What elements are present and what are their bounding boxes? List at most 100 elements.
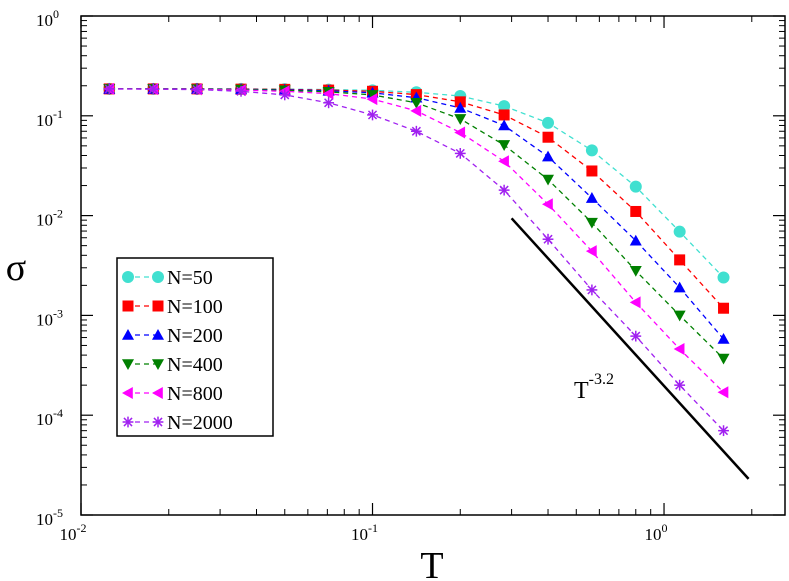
data-point xyxy=(542,233,554,245)
reference-line-layer: T-3.2 xyxy=(510,217,750,480)
data-point xyxy=(673,343,685,356)
data-point xyxy=(717,333,730,344)
data-point xyxy=(718,302,730,314)
power-law-line xyxy=(510,217,750,480)
data-point xyxy=(147,83,159,95)
x-tick-label: 10-1 xyxy=(351,521,378,544)
data-point xyxy=(498,119,511,131)
data-point xyxy=(454,101,467,113)
data-point xyxy=(630,205,642,217)
legend-label: N=800 xyxy=(167,383,223,405)
data-point xyxy=(366,93,378,106)
legend-item: N=200 xyxy=(122,325,223,347)
legend-label: N=400 xyxy=(167,354,223,376)
data-point xyxy=(673,310,686,322)
data-point xyxy=(674,254,686,266)
legend-marker xyxy=(122,329,134,340)
legend-marker xyxy=(122,387,133,399)
asterisk-stroke xyxy=(587,285,597,295)
asterisk-stroke xyxy=(153,417,163,427)
asterisk-stroke xyxy=(718,426,729,436)
data-point xyxy=(498,184,510,196)
data-point xyxy=(323,97,335,109)
data-point xyxy=(454,126,466,139)
data-point xyxy=(629,234,642,246)
data-point xyxy=(673,225,686,238)
asterisk-stroke xyxy=(123,417,133,427)
data-point xyxy=(542,116,555,129)
data-point xyxy=(367,109,378,121)
legend-label: N=2000 xyxy=(167,412,233,434)
data-point xyxy=(454,114,467,125)
legend-marker xyxy=(152,329,164,340)
asterisk-stroke xyxy=(631,331,641,341)
legend-marker xyxy=(152,387,163,399)
y-tick-label: 10-4 xyxy=(36,406,63,429)
legend-marker xyxy=(152,359,164,370)
data-point xyxy=(498,100,511,113)
data-point xyxy=(103,83,115,95)
data-point xyxy=(410,104,422,117)
legend-box xyxy=(116,257,274,437)
y-tick-label: 100 xyxy=(36,7,59,30)
asterisk-stroke xyxy=(455,148,465,158)
data-point xyxy=(629,296,641,309)
legend: N=50 N=100 N=200 N=400 N=800 N=2000 xyxy=(116,257,274,437)
axis-ticks: 10-2 10-1 100 100 10-1 10-2 10-3 10-4 10-5 xyxy=(36,7,785,544)
series-layer xyxy=(103,82,730,437)
asterisk-stroke xyxy=(543,234,553,244)
legend-label: N=100 xyxy=(167,296,223,318)
asterisk-stroke xyxy=(192,85,202,95)
legend-marker xyxy=(152,271,164,283)
legend-item: N=2000 xyxy=(122,412,233,434)
data-point xyxy=(542,174,555,186)
legend-label: N=200 xyxy=(167,325,223,347)
asterisk-stroke xyxy=(367,110,378,120)
data-point xyxy=(718,425,729,437)
x-axis-title: T xyxy=(420,545,443,581)
asterisk-stroke xyxy=(499,185,509,195)
data-point xyxy=(542,198,553,211)
data-point xyxy=(454,96,466,108)
data-point xyxy=(629,180,642,193)
data-point xyxy=(585,192,598,203)
legend-marker xyxy=(122,300,134,312)
data-point xyxy=(630,330,642,342)
data-point xyxy=(498,109,510,121)
legend-item: N=50 xyxy=(122,267,213,289)
data-point xyxy=(717,353,730,365)
x-tick-label: 100 xyxy=(645,521,668,544)
asterisk-stroke xyxy=(280,90,290,100)
legend-label: N=50 xyxy=(167,267,213,289)
asterisk-stroke xyxy=(675,380,685,390)
data-point xyxy=(191,84,203,96)
data-point xyxy=(235,85,247,97)
data-point xyxy=(542,150,555,162)
asterisk-stroke xyxy=(236,86,246,96)
data-point xyxy=(542,131,554,143)
asterisk-stroke xyxy=(411,126,421,136)
data-point xyxy=(410,97,423,109)
plot-frame xyxy=(80,15,786,516)
legend-item: N=400 xyxy=(122,354,223,376)
legend-marker xyxy=(122,359,134,370)
asterisk-stroke xyxy=(324,98,334,108)
data-point xyxy=(585,217,598,229)
data-point xyxy=(585,144,598,157)
legend-marker xyxy=(152,416,164,428)
data-point xyxy=(586,165,598,177)
data-point xyxy=(279,89,291,101)
asterisk-stroke xyxy=(148,84,158,94)
series-n-2000 xyxy=(103,83,729,437)
data-point xyxy=(717,271,730,284)
y-tick-label: 10-2 xyxy=(36,207,63,230)
data-point xyxy=(322,87,334,100)
legend-marker xyxy=(122,271,134,283)
data-point xyxy=(674,379,686,391)
series-line xyxy=(109,88,724,432)
data-point xyxy=(673,281,686,293)
legend-item: N=100 xyxy=(122,296,223,318)
data-point xyxy=(629,265,642,277)
y-tick-label: 10-3 xyxy=(36,306,63,329)
